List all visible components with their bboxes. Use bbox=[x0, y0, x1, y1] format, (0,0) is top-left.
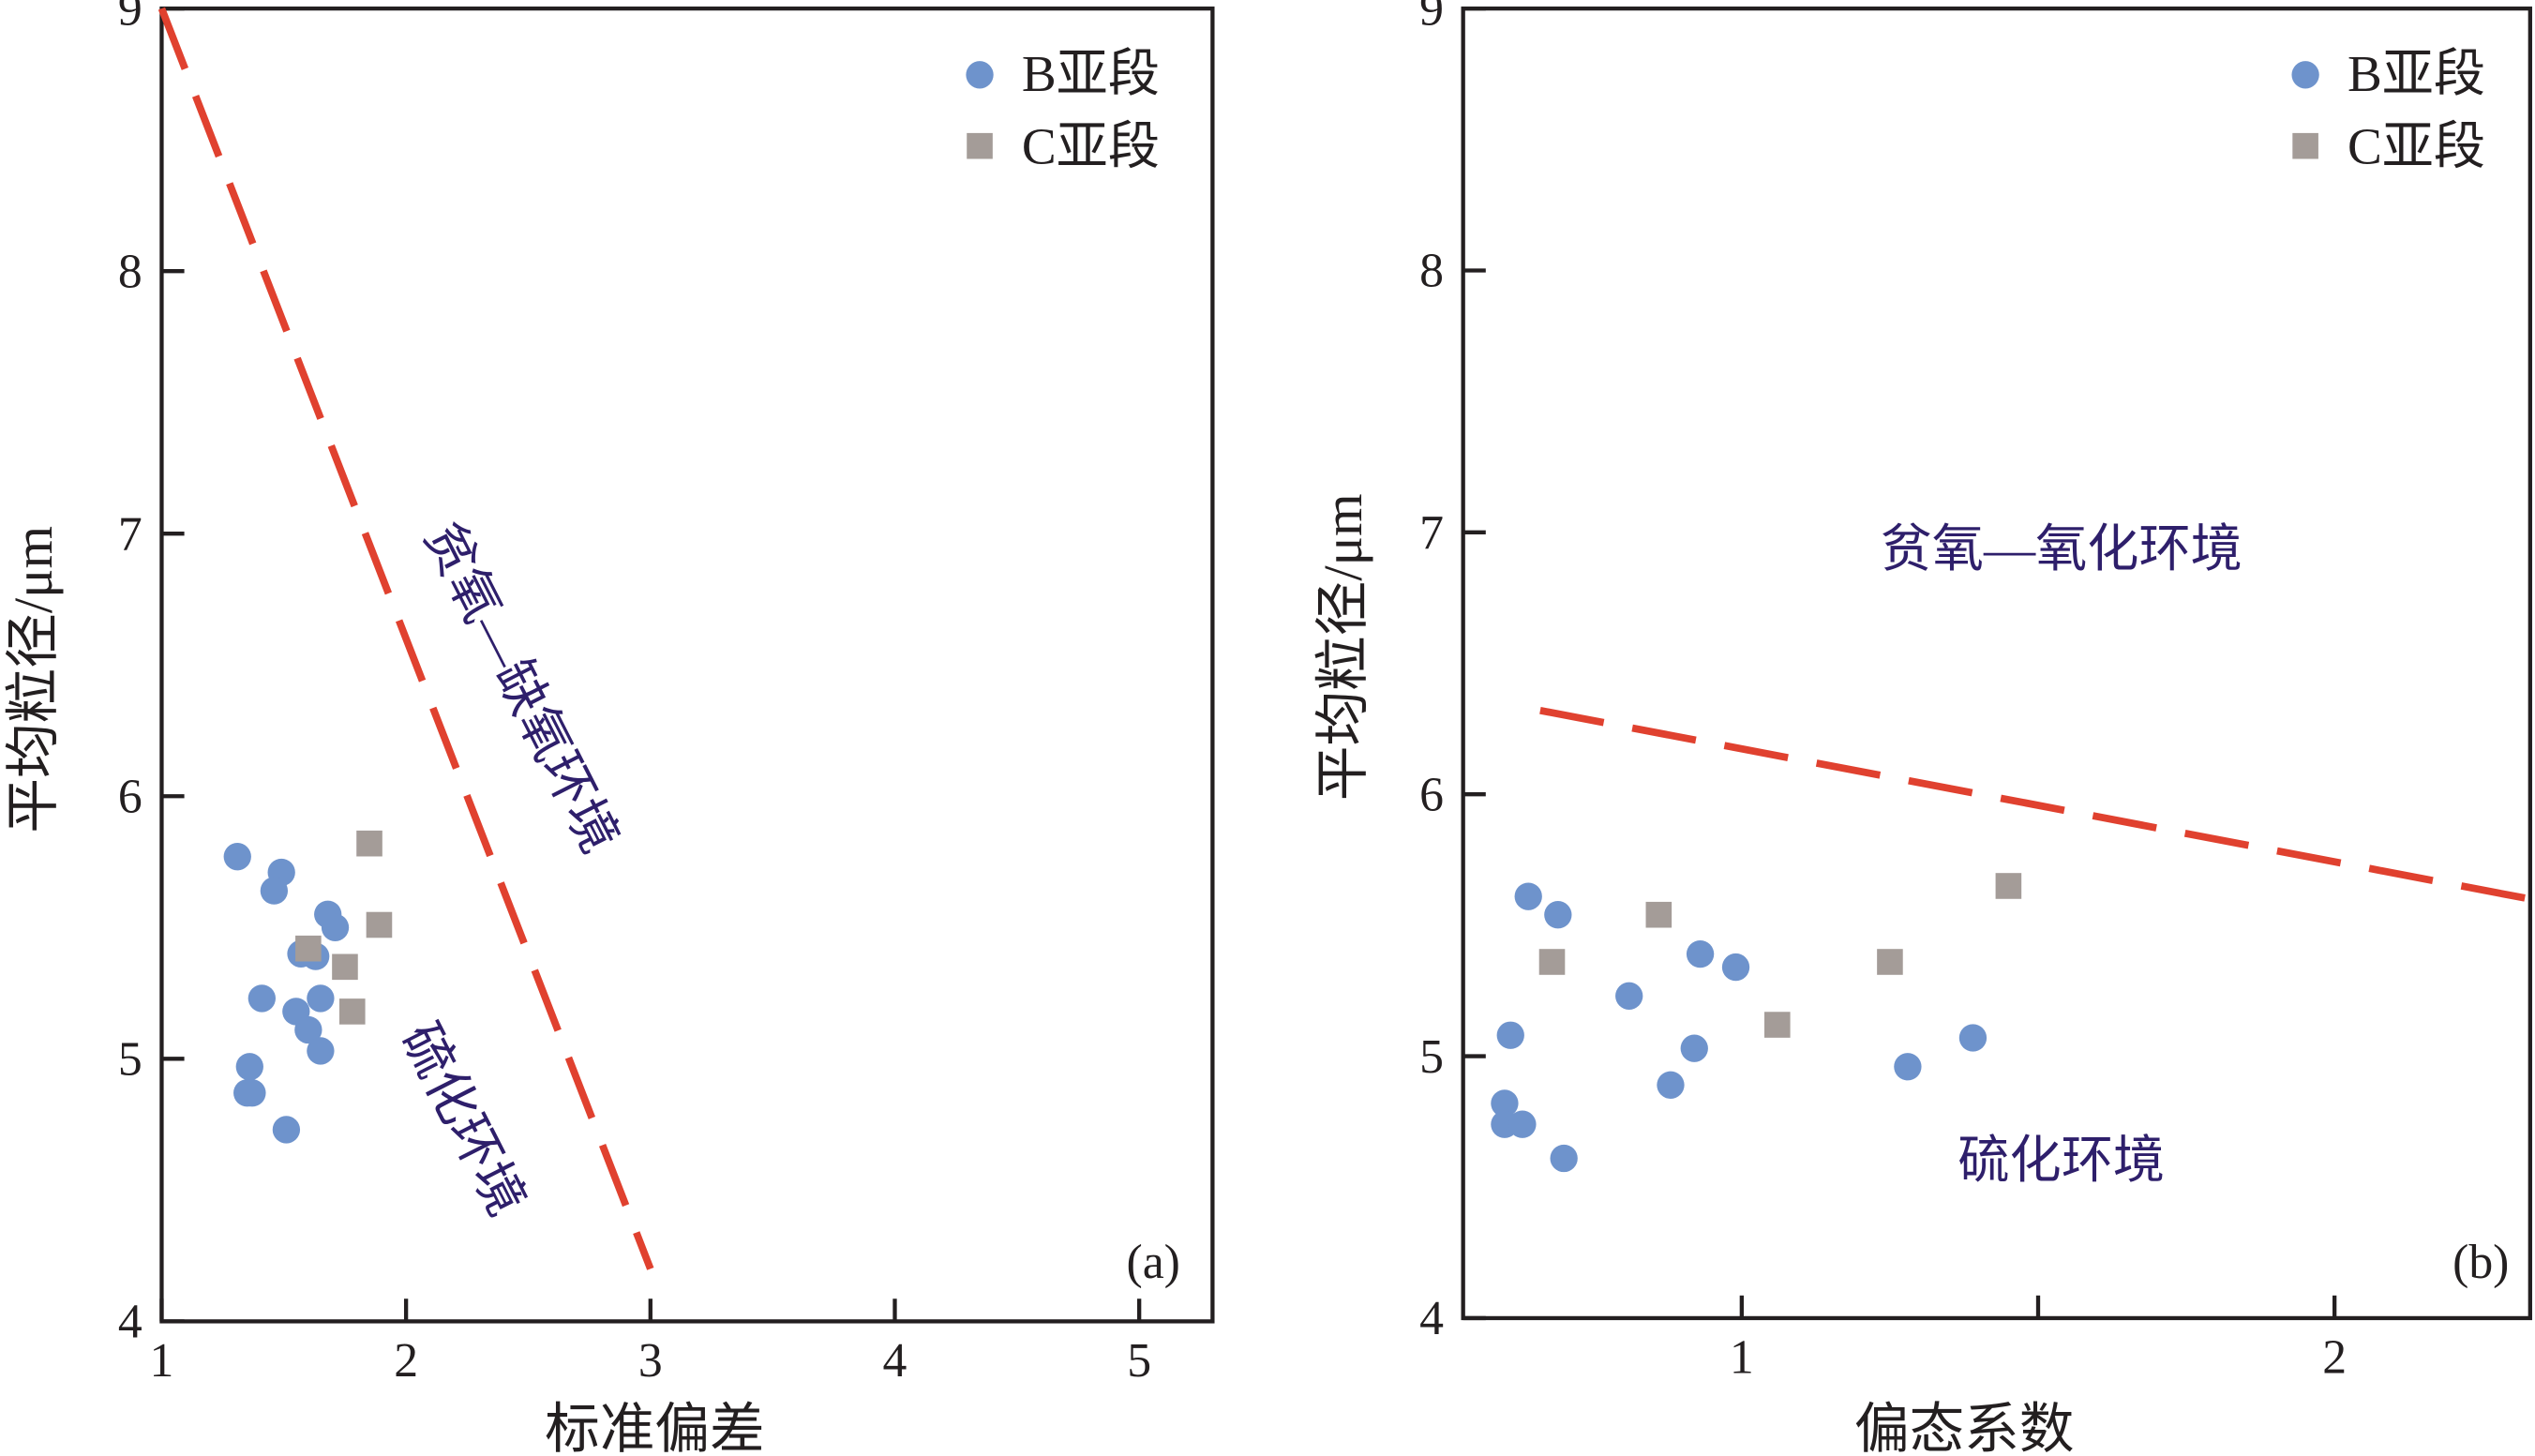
panel-a-boundary-line bbox=[158, 7, 654, 1270]
panel-a-point-b bbox=[294, 1015, 322, 1044]
panel-b-ylabel: 平均粒径/μm bbox=[1312, 493, 1373, 801]
panel-a-point-b bbox=[235, 1053, 263, 1081]
panel-b-label: (b) bbox=[2452, 1236, 2509, 1289]
panel-b-legend-b: B亚段 bbox=[2348, 45, 2485, 102]
panel-a-label: (a) bbox=[1126, 1236, 1179, 1289]
panel-b-boundary-line bbox=[1539, 706, 2531, 903]
panel-b-legend-marker-b bbox=[2291, 61, 2319, 89]
panel-a-ytick-label: 8 bbox=[118, 245, 142, 298]
panel-a-point-b bbox=[307, 1037, 335, 1065]
panel-b-point-b bbox=[1657, 1071, 1685, 1099]
panel-a-ylabel: 平均粒径/μm bbox=[3, 526, 64, 833]
panel-a-legend-c: C亚段 bbox=[1022, 118, 1160, 175]
panel-a-point-c bbox=[338, 998, 366, 1025]
panel-b-point-b bbox=[1615, 982, 1643, 1010]
panel-a-plot-frame bbox=[159, 6, 1215, 1324]
panel-b-point-c bbox=[1763, 1012, 1791, 1038]
panel-a-ytick-label: 6 bbox=[118, 771, 142, 824]
panel-b-ytick-label: 7 bbox=[1419, 506, 1444, 560]
panel-a-point-c bbox=[356, 830, 382, 857]
panel-a-legend-marker-b bbox=[966, 61, 994, 89]
panel-a-annotation-upper: 贫氧—缺氧环境 bbox=[413, 513, 629, 862]
panel-b-point-b bbox=[1894, 1053, 1922, 1081]
panel-b-point-b bbox=[1958, 1024, 1988, 1052]
panel-a-ytick-label: 4 bbox=[118, 1296, 142, 1349]
panel-b-xtick-label: 1 bbox=[1730, 1331, 1754, 1385]
panel-a-annotation-lower: 硫化环境 bbox=[391, 1014, 536, 1224]
panel-b-point-c bbox=[1995, 873, 2022, 899]
panel-b-ytick-label: 4 bbox=[1419, 1292, 1444, 1345]
panel-b-point-b bbox=[1550, 1144, 1578, 1173]
panel-a-xtick-label: 3 bbox=[638, 1334, 663, 1388]
panel-a-point-b bbox=[307, 984, 335, 1013]
panel-b-point-c bbox=[1538, 949, 1566, 975]
panel-a-xtick-label: 1 bbox=[150, 1334, 174, 1388]
panel-a-scatter: (a) 标准偏差 平均粒径/μm 贫氧—缺氧环境 硫化环境 B亚段 C亚段 1 2… bbox=[3, 0, 1215, 1456]
panel-b-legend-marker-c bbox=[2292, 132, 2318, 159]
panel-b-point-b bbox=[1686, 939, 1715, 968]
panel-a-point-b bbox=[223, 843, 251, 871]
panel-a-point-b bbox=[260, 877, 289, 905]
panel-b-point-b bbox=[1544, 901, 1572, 929]
panel-b-ytick-label: 8 bbox=[1419, 245, 1444, 298]
panel-a-point-b bbox=[272, 1116, 301, 1144]
panel-a-point-c bbox=[332, 953, 358, 981]
panel-b-point-b bbox=[1491, 1089, 1519, 1118]
panel-b-annotation-lower: 硫化环境 bbox=[1958, 1132, 2165, 1189]
panel-a-ytick-label: 7 bbox=[118, 507, 142, 561]
panel-a-xtick-label: 5 bbox=[1127, 1334, 1151, 1388]
panel-b-xtick-label: 2 bbox=[2322, 1331, 2347, 1385]
panel-a-ytick-label: 5 bbox=[118, 1033, 142, 1087]
panel-a-legend-marker-c bbox=[967, 132, 993, 159]
panel-a-point-b bbox=[248, 984, 276, 1013]
panel-b-ytick-label: 9 bbox=[1419, 0, 1444, 36]
panel-b-point-c bbox=[1877, 949, 1903, 975]
panel-a-ytick-label: 9 bbox=[118, 0, 142, 36]
panel-b-point-b bbox=[1721, 953, 1750, 982]
panel-b-point-b bbox=[1514, 882, 1542, 910]
panel-b-point-b bbox=[1496, 1021, 1524, 1049]
panel-a-xtick-label: 2 bbox=[394, 1334, 418, 1388]
panel-b-legend-c: C亚段 bbox=[2348, 118, 2485, 175]
panel-b-point-c bbox=[1645, 901, 1672, 928]
panel-a-legend-b: B亚段 bbox=[1022, 45, 1160, 102]
panel-a-point-c bbox=[295, 935, 322, 962]
panel-a-point-c bbox=[366, 911, 393, 938]
panel-b-scatter: (b) 偏态系数 平均粒径/μm 贫氧—氧化环境 硫化环境 B亚段 C亚段 1 2… bbox=[1312, 0, 2532, 1456]
panel-b-annotation-upper: 贫氧—氧化环境 bbox=[1881, 520, 2242, 578]
panel-a-xlabel: 标准偏差 bbox=[545, 1399, 764, 1456]
panel-b-point-b bbox=[1680, 1034, 1708, 1062]
panel-a-xtick-label: 4 bbox=[883, 1334, 908, 1388]
panel-b-ytick-label: 6 bbox=[1419, 768, 1444, 821]
panel-a-point-b bbox=[238, 1079, 266, 1107]
panel-b-plot-frame bbox=[1461, 6, 2532, 1321]
panel-b-xlabel: 偏态系数 bbox=[1854, 1399, 2075, 1456]
panel-a-point-b bbox=[321, 913, 350, 941]
panel-b-ytick-label: 5 bbox=[1419, 1030, 1444, 1084]
panel-b-point-b bbox=[1508, 1110, 1537, 1138]
